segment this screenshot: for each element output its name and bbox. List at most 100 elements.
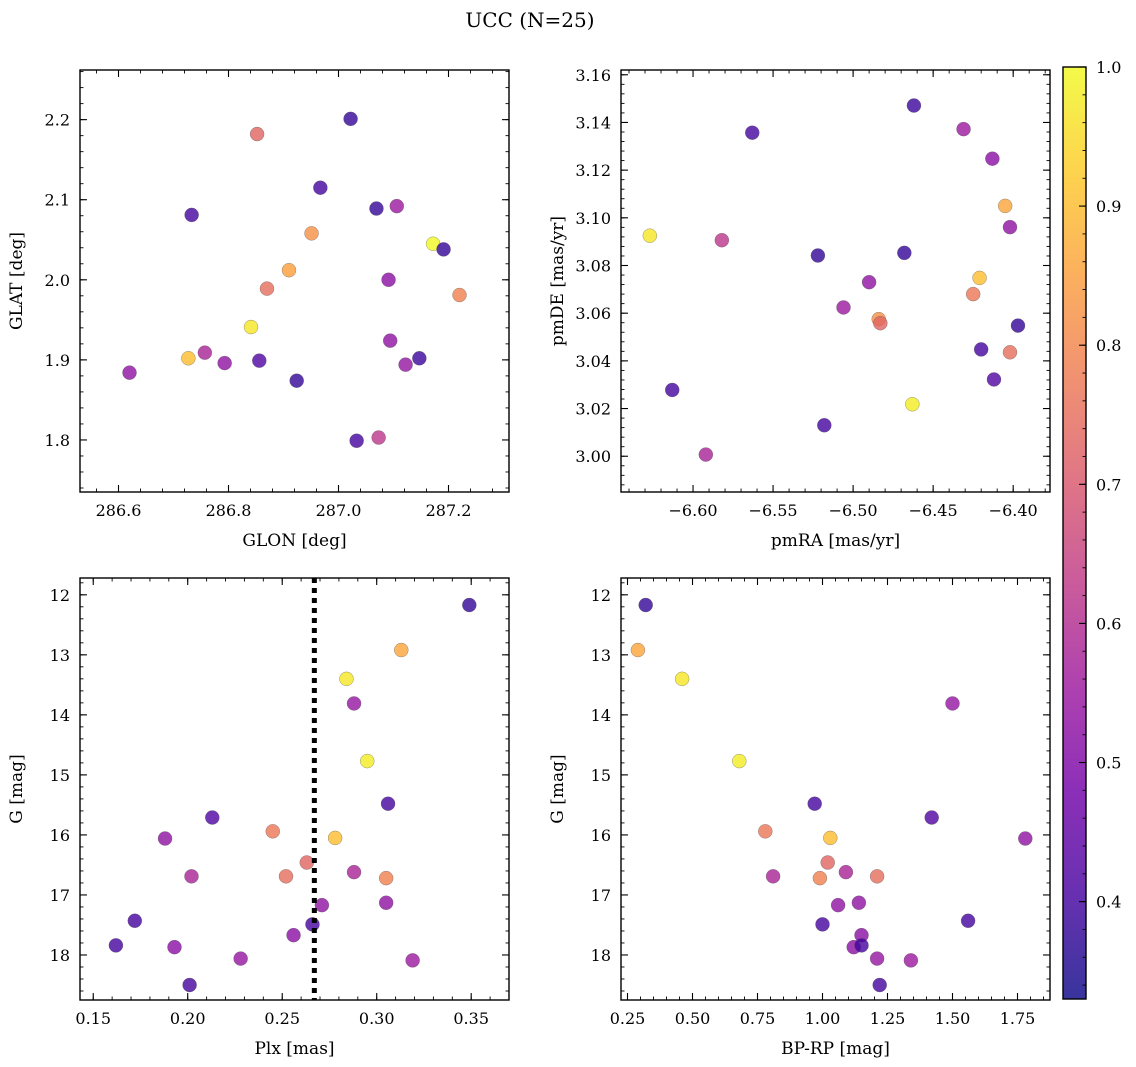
x-tick-label: −6.50: [829, 501, 878, 520]
x-axis-label: GLON [deg]: [242, 531, 346, 551]
y-tick-label: 1.8: [45, 431, 70, 450]
scatter-point: [1002, 345, 1018, 360]
scatter-point: [346, 864, 362, 880]
scatter-point: [836, 300, 851, 315]
y-tick-label: 17: [50, 886, 70, 905]
scatter-point: [360, 753, 375, 769]
scatter-point: [398, 357, 413, 372]
colorbar-tick-label: 0.4: [1096, 893, 1121, 912]
y-tick-label: 3.04: [575, 352, 611, 371]
scatter-point: [378, 870, 394, 886]
scatter-panel-3: 0.15 0.20 0.25 0.30 0.35 12 13 14 15 16 17 18 Plx [m…: [7, 577, 510, 1059]
scatter-point: [997, 198, 1013, 214]
scatter-point: [986, 372, 1002, 387]
scatter-point: [259, 281, 275, 296]
x-tick-label: 1.75: [1000, 1009, 1036, 1028]
scatter-point: [851, 895, 867, 911]
y-tick-label: 3.00: [575, 447, 611, 466]
scatter-point: [265, 824, 281, 839]
colorbar-tick-label: 0.5: [1096, 754, 1121, 773]
y-axis-label: GLAT [deg]: [7, 232, 27, 330]
scatter-panel-2: −6.60 −6.55 −6.50 −6.45 −6.40 3.00 3.02 3.04 3.0…: [548, 66, 1051, 551]
scatter-point: [812, 870, 828, 886]
scatter-point: [452, 287, 467, 303]
scatter-point: [985, 151, 1000, 166]
scatter-panel-4: 0.25 0.50 0.75 1.00 1.25 1.50 1.75 12 13 14 15 16 17…: [548, 577, 1051, 1059]
x-tick-label: 1.00: [805, 1009, 841, 1028]
scatter-point: [122, 365, 137, 380]
scatter-point: [807, 796, 822, 811]
y-tick-label: 12: [50, 586, 70, 605]
scatter-point: [630, 642, 646, 658]
x-tick-label: 286.6: [96, 501, 142, 520]
scatter-point: [181, 351, 196, 366]
y-tick-label: 2.2: [45, 111, 70, 130]
scatter-point: [714, 232, 730, 248]
scatter-point: [972, 270, 987, 286]
scatter-point: [184, 869, 199, 884]
data-points: [122, 111, 467, 449]
y-axis-label: pmDE [mas/yr]: [548, 216, 568, 346]
scatter-point: [956, 121, 971, 137]
scatter-point: [382, 333, 398, 348]
x-tick-label: −6.55: [749, 501, 798, 520]
scatter-point: [371, 430, 386, 445]
scatter-point: [698, 447, 714, 462]
y-tick-label: 14: [591, 706, 611, 725]
scatter-point: [838, 864, 854, 880]
scatter-point: [313, 180, 328, 195]
scatter-point: [289, 373, 304, 388]
colorbar-frame: [1062, 66, 1087, 1000]
scatter-point: [304, 226, 319, 241]
scatter-point: [873, 315, 888, 331]
scatter-point: [157, 831, 173, 846]
scatter-point: [436, 242, 451, 257]
scatter-point: [327, 830, 343, 846]
scatter-point: [732, 753, 747, 769]
scatter-point: [378, 895, 394, 911]
x-tick-label: 0.25: [610, 1009, 646, 1028]
scatter-point: [869, 869, 885, 884]
scatter-point: [343, 111, 358, 127]
y-tick-label: 2.1: [45, 191, 70, 210]
scatter-point: [462, 597, 477, 613]
x-tick-label: 287.2: [426, 501, 472, 520]
x-tick-label: −6.60: [669, 501, 718, 520]
scatter-point: [108, 938, 124, 953]
axes-frame: [620, 577, 1051, 1001]
scatter-point: [217, 355, 232, 371]
x-tick-label: 287.0: [316, 501, 362, 520]
scatter-point: [872, 977, 887, 993]
scatter-point: [817, 417, 832, 433]
data-points: [108, 597, 477, 993]
y-tick-label: 3.10: [575, 209, 611, 228]
y-tick-label: 3.08: [575, 257, 611, 276]
scatter-point: [249, 126, 265, 142]
y-tick-label: 14: [50, 706, 70, 725]
scatter-point: [745, 125, 760, 140]
y-tick-label: 16: [50, 826, 70, 845]
y-tick-label: 2.0: [45, 271, 70, 290]
scatter-point: [167, 939, 182, 955]
minor-ticks: [621, 578, 1050, 1000]
scatter-point: [973, 342, 989, 357]
figure-title: UCC (N=25): [465, 8, 594, 32]
y-tick-label: 15: [50, 766, 70, 785]
scatter-point: [830, 897, 846, 913]
scatter-point: [906, 98, 922, 113]
x-tick-label: 0.35: [453, 1009, 489, 1028]
scatter-point: [278, 869, 294, 884]
scatter-point: [314, 897, 330, 913]
x-tick-label: 1.25: [870, 1009, 906, 1028]
scatter-point: [758, 824, 773, 839]
x-tick-label: −6.45: [909, 501, 958, 520]
scatter-point: [286, 927, 301, 943]
colorbar-tick-label: 0.7: [1096, 475, 1121, 494]
scatter-point: [861, 274, 877, 290]
y-tick-label: 13: [591, 646, 611, 665]
x-tick-label: 0.75: [740, 1009, 776, 1028]
colorbar-gradient: [1063, 67, 1086, 999]
scatter-point: [765, 869, 781, 884]
scatter-point: [205, 810, 220, 825]
